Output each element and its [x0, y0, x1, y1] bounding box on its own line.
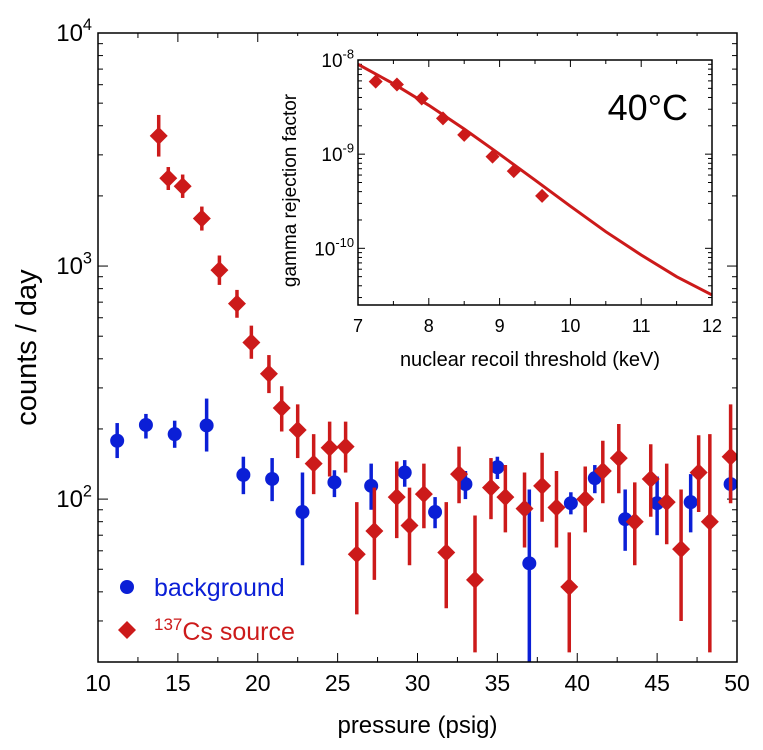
data-point [159, 169, 178, 188]
data-point [515, 499, 534, 518]
x-tick-label: 15 [165, 670, 191, 696]
inset-y-tick-label: 10-9 [321, 141, 354, 167]
legend-marker [120, 580, 134, 594]
x-tick-label: 10 [85, 670, 111, 696]
data-point [609, 449, 628, 468]
inset-data-point [535, 188, 550, 203]
legend-marker [118, 621, 136, 639]
data-point [138, 417, 153, 432]
x-tick-label: 40 [564, 670, 590, 696]
data-point [450, 465, 469, 484]
inset-x-tick-label: 7 [353, 316, 363, 336]
data-point [149, 126, 168, 145]
data-point [641, 469, 660, 488]
y-axis-label: counts / day [11, 269, 43, 426]
x-tick-label: 20 [245, 670, 271, 696]
inset-data-point [414, 91, 429, 106]
inset-data-point [485, 149, 500, 164]
data-point [272, 398, 291, 417]
inset-x-tick-label: 9 [495, 316, 505, 336]
data-point [236, 467, 251, 482]
x-tick-label: 30 [405, 670, 431, 696]
data-point [428, 505, 443, 520]
data-point [700, 512, 719, 531]
inset-data-point [457, 127, 472, 142]
x-tick-label: 35 [485, 670, 511, 696]
data-point [593, 462, 612, 481]
data-point [576, 490, 595, 509]
data-point [414, 485, 433, 504]
data-point [458, 477, 473, 492]
data-point [683, 495, 698, 510]
legend-label: background [154, 574, 285, 602]
legend-label: 137Cs source [154, 615, 295, 646]
data-point [295, 505, 310, 520]
data-point [242, 333, 261, 352]
data-point [481, 478, 500, 497]
inset-y-tick-label: 10-10 [314, 235, 354, 261]
data-point [560, 577, 579, 596]
x-axis-label: pressure (psig) [337, 712, 497, 739]
y-tick-label: 103 [56, 249, 92, 280]
main-plot-data [110, 114, 737, 662]
y-tick-label: 102 [56, 482, 92, 513]
data-point [210, 261, 229, 280]
data-point [657, 493, 676, 512]
data-point [689, 463, 708, 482]
inset-x-tick-label: 11 [632, 316, 651, 336]
x-tick-label: 45 [644, 670, 670, 696]
inset-data-point [389, 77, 404, 92]
inset-y-axis-label: gamma rejection factor [280, 93, 301, 287]
data-point [387, 488, 406, 507]
inset-data-point [435, 111, 450, 126]
data-point [625, 512, 644, 531]
data-point [173, 177, 192, 196]
data-point [400, 516, 419, 535]
data-point [327, 475, 342, 490]
data-point [563, 496, 578, 511]
data-point [397, 465, 412, 480]
data-point [547, 498, 566, 517]
data-point [522, 556, 537, 571]
data-point [199, 418, 214, 433]
data-point [259, 364, 278, 383]
data-point [533, 476, 552, 495]
data-point [437, 543, 456, 562]
data-point [490, 460, 505, 475]
inset-plot-frame [357, 59, 713, 306]
data-point [721, 447, 737, 466]
x-tick-label: 50 [724, 670, 750, 696]
data-point [192, 209, 211, 228]
data-point [320, 438, 339, 457]
data-point [288, 420, 307, 439]
inset-data-point [506, 164, 521, 179]
data-point [466, 570, 485, 589]
data-point [336, 437, 355, 456]
y-tick-label: 104 [56, 16, 92, 47]
x-tick-label: 25 [325, 670, 351, 696]
data-point [496, 488, 515, 507]
inset-annotation: 40°C [608, 87, 688, 128]
inset-x-axis-label: nuclear recoil threshold (keV) [400, 349, 660, 371]
inset-x-tick-label: 12 [702, 316, 722, 336]
data-point [672, 540, 691, 559]
inset-data-point [368, 74, 383, 89]
inset-background [278, 36, 726, 376]
data-point [167, 427, 182, 442]
data-point [227, 294, 246, 313]
data-point [347, 545, 366, 564]
main-plot-frame [97, 32, 738, 663]
inset-x-tick-label: 8 [424, 316, 434, 336]
inset-y-tick-label: 10-8 [321, 46, 354, 72]
data-point [110, 433, 125, 448]
data-point [304, 454, 323, 473]
inset-x-tick-label: 10 [560, 316, 580, 336]
data-point [365, 521, 384, 540]
data-point [265, 471, 280, 486]
